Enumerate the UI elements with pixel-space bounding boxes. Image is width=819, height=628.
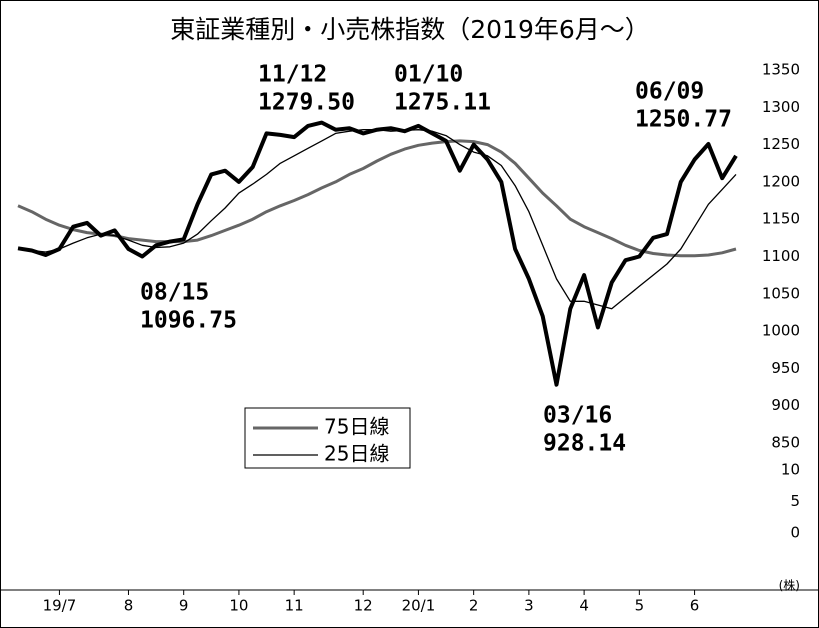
series-line bbox=[17, 139, 737, 258]
annotation-value: 1275.11 bbox=[394, 90, 491, 116]
x-tick-label: 8 bbox=[124, 597, 134, 615]
annotation-date: 08/15 bbox=[140, 280, 209, 306]
y2-unit: (株) bbox=[779, 578, 800, 593]
y-tick-label: 1000 bbox=[762, 322, 800, 340]
y2-tick-label: 0 bbox=[790, 524, 800, 542]
x-tick-label: 19/7 bbox=[43, 597, 77, 615]
legend-label: 25日線 bbox=[324, 442, 389, 466]
annotation-value: 1096.75 bbox=[140, 308, 237, 334]
x-tick-label: 6 bbox=[690, 597, 700, 615]
y-tick-label: 1250 bbox=[762, 135, 800, 153]
y-tick-label: 1100 bbox=[762, 247, 800, 265]
annotation-date: 03/16 bbox=[543, 403, 612, 429]
annotation-value: 928.14 bbox=[543, 431, 626, 457]
annotation-date: 11/12 bbox=[258, 62, 327, 88]
y-tick-label: 950 bbox=[771, 359, 800, 377]
x-tick-label: 4 bbox=[579, 597, 589, 615]
annotation-value: 1250.77 bbox=[635, 107, 732, 133]
annotation-value: 1279.50 bbox=[258, 90, 355, 116]
y2-tick-label: 5 bbox=[790, 492, 800, 510]
x-tick-label: 5 bbox=[635, 597, 645, 615]
annotation-date: 06/09 bbox=[635, 79, 704, 105]
annotation-date: 01/10 bbox=[394, 62, 463, 88]
y-tick-label: 850 bbox=[771, 434, 800, 452]
y-tick-label: 1150 bbox=[762, 210, 800, 228]
x-tick-label: 10 bbox=[229, 597, 248, 615]
x-tick-label: 12 bbox=[354, 597, 373, 615]
legend-label: 75日線 bbox=[324, 415, 389, 439]
y-tick-label: 900 bbox=[771, 396, 800, 414]
x-tick-label: 2 bbox=[469, 597, 479, 615]
chart-title: 東証業種別・小売株指数（2019年6月～） bbox=[170, 15, 650, 44]
series-line bbox=[17, 120, 738, 387]
y2-tick-label: 10 bbox=[781, 461, 800, 479]
x-tick-label: 9 bbox=[179, 597, 189, 615]
x-tick-label: 11 bbox=[285, 597, 304, 615]
x-tick-label: 3 bbox=[524, 597, 534, 615]
y-tick-label: 1300 bbox=[762, 98, 800, 116]
y-tick-label: 1200 bbox=[762, 172, 800, 190]
legend bbox=[244, 407, 411, 469]
y-tick-label: 1050 bbox=[762, 284, 800, 302]
y-tick-label: 1350 bbox=[762, 61, 800, 79]
x-tick-label: 20/1 bbox=[402, 597, 436, 615]
